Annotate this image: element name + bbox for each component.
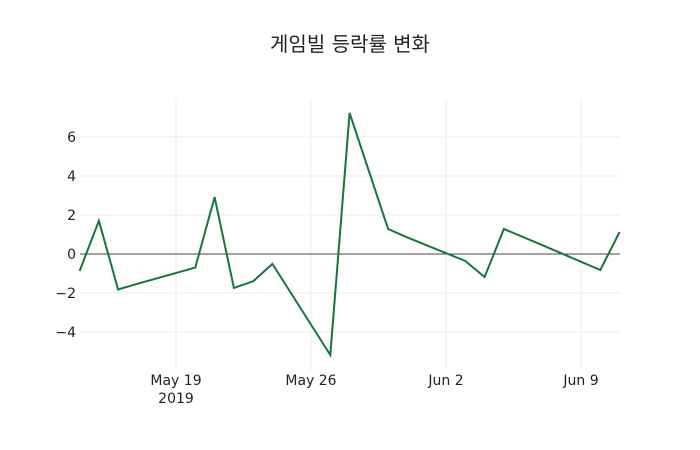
x-tick-label: Jun 2 bbox=[427, 373, 463, 389]
y-tick-label: 4 bbox=[67, 169, 76, 185]
x-tick-label: Jun 9 bbox=[562, 373, 598, 389]
chart-title: 게임빌 등락률 변화 bbox=[270, 32, 430, 56]
y-tick-label: 6 bbox=[67, 130, 76, 146]
y-tick-label: 0 bbox=[67, 247, 76, 263]
y-tick-label: −4 bbox=[55, 325, 76, 341]
x-tick-label: May 19 bbox=[150, 373, 201, 389]
y-tick-label: 2 bbox=[67, 208, 76, 224]
x-tick-label: May 26 bbox=[285, 373, 336, 389]
x-tick-year-label: 2019 bbox=[158, 391, 194, 407]
y-tick-label: −2 bbox=[55, 286, 76, 302]
plot-area: −4 −2 0 2 4 6 May 19 2019 May 26 Jun 2 Jun 9 bbox=[55, 100, 621, 407]
data-line bbox=[78, 112, 621, 359]
